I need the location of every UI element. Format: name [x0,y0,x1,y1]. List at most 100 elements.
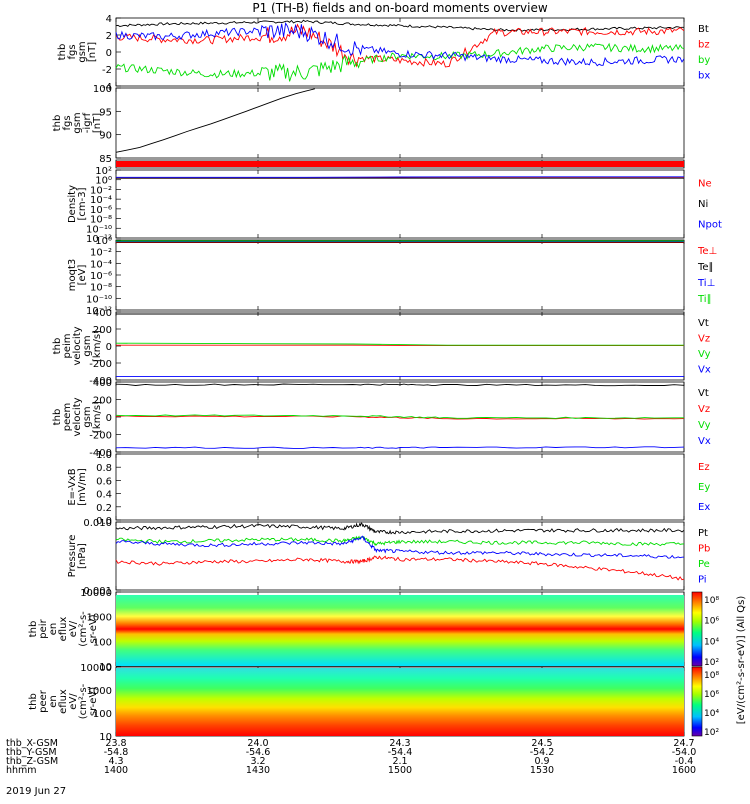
y-tick-label: 0.8 [96,463,112,474]
colorbar-tick-label: 10⁸ [704,596,719,606]
legend-entry: Vx [698,436,711,447]
legend-entry: Pe [698,559,710,570]
panel-density: 10²10⁰10⁻²10⁻⁴10⁻⁶10⁻⁸10⁻¹⁰10⁻¹²Density[… [67,166,722,245]
colorbar-ticks: 10⁸ 10⁶ 10⁴ 10² 10⁸ 10⁶ 10⁴ 10² [704,596,719,738]
flag-bar [116,161,684,167]
panel-frame [116,170,684,238]
y-tick-label: 10000 [80,588,112,599]
legend-entry: Pb [698,543,710,554]
series-line-Pi [116,536,684,558]
panel-frame [116,454,684,520]
legend-entry: bz [698,39,710,50]
legend-entry: Vx [698,364,711,375]
legend-entry: Vy [698,420,711,431]
series-line-Pb [116,556,684,580]
y-tick-label: 4 [106,14,112,25]
electron-spectrogram-fill [116,668,684,736]
x-row-value: 1500 [388,765,412,776]
figure-title: P1 (TH-B) fields and on-board moments ov… [252,1,548,15]
series-line-trace [116,89,315,153]
y-axis-label: [mV/m] [77,468,88,506]
colorbar-2 [692,667,702,736]
legend-entry: Npot [698,220,722,231]
date-label: 2019 Jun 27 [6,786,66,797]
legend-entry: Vt [698,318,709,329]
y-axis-label: [km/s] [92,401,103,433]
legend-entry: bx [698,70,710,81]
legend-entry: Te∥ [697,262,714,273]
panel-frame [116,88,684,158]
y-tick-label: 400 [93,308,112,319]
legend-entry: Pi [698,574,707,585]
legend-entry: Te⊥ [697,246,717,257]
colorbar-1 [692,592,702,666]
colorbar-tick-label: 10² [704,728,719,738]
legend-entry: Pt [698,528,708,539]
y-axis-label: sr-eV) [88,614,99,643]
y-axis-label: sr-eV) [88,687,99,716]
legend-entry: Vy [698,349,711,360]
legend-entry: Ti⊥ [697,278,715,289]
colorbar-tick-label: 10⁶ [704,617,719,627]
x-row-value: 1600 [672,765,696,776]
y-tick-label: 10⁻¹⁰ [86,294,112,305]
y-tick-label: 0.010 [83,518,112,529]
legend-entry: Bt [698,24,709,35]
x-row-label: hhmm [6,765,37,776]
x-row-value: 1430 [246,765,270,776]
y-tick-label: 10⁻² [90,248,112,259]
panel-frame [116,18,684,86]
y-tick-label: 0.6 [96,476,112,487]
colorbar-tick-label: 10⁴ [704,709,719,719]
x-row-value: 1530 [530,765,554,776]
legend-entry: Ey [698,482,710,493]
y-tick-label: 0 [106,48,112,59]
legend-entry: by [698,55,710,66]
y-tick-label: 10⁰ [95,236,112,247]
series-line-bz [116,25,684,67]
legend-entry: Ti∥ [697,294,712,305]
colorbar-tick-label: 10⁸ [704,671,719,681]
panel-temperature: 10⁰10⁻²10⁻⁴10⁻⁶10⁻⁸10⁻¹⁰10⁻¹²moqt3[eV]Te… [67,236,717,317]
y-tick-label: 100 [93,84,112,95]
y-axis-label: [nPa] [77,543,88,569]
y-tick-label: 0 [106,342,112,353]
colorbar-tick-label: 10⁴ [704,637,719,647]
y-tick-label: 400 [93,378,112,389]
series-line-Pe [116,537,684,546]
legend-entry: Vz [698,333,710,344]
legend-entry: Vz [698,404,710,415]
legend-entry: Ex [698,502,710,513]
y-axis-label: [km/s] [92,330,103,362]
y-tick-label: 85 [99,154,112,165]
colorbar-tick-label: 10⁶ [704,690,719,700]
y-axis-label: [nT] [92,113,103,133]
y-tick-label: 10000 [80,663,112,674]
y-tick-label: -2 [102,65,112,76]
colorbar-label: [eV/(cm²-s-sr-eV)] (All Qs) [736,596,747,725]
y-tick-label: 10⁻⁸ [90,283,112,294]
panel-frame [116,240,684,310]
y-axis-label: [nT] [87,42,98,62]
y-tick-label: 0.4 [96,490,112,501]
y-tick-label: 10⁻⁶ [90,271,112,282]
y-axis-label: [eV] [77,265,88,286]
ion-spectrogram-fill [116,595,684,666]
legend-entry: Ni [698,199,708,210]
legend-entry: Vt [698,388,709,399]
legend-entry: Ez [698,462,710,473]
y-tick-label: 10⁻⁴ [90,259,112,270]
colorbar-tick-label: 10² [704,658,719,668]
y-axis-label: [cm-3] [77,187,88,220]
x-row-value: 1400 [104,765,128,776]
y-tick-label: 1.0 [96,450,112,461]
series-line-Npot [116,177,684,178]
